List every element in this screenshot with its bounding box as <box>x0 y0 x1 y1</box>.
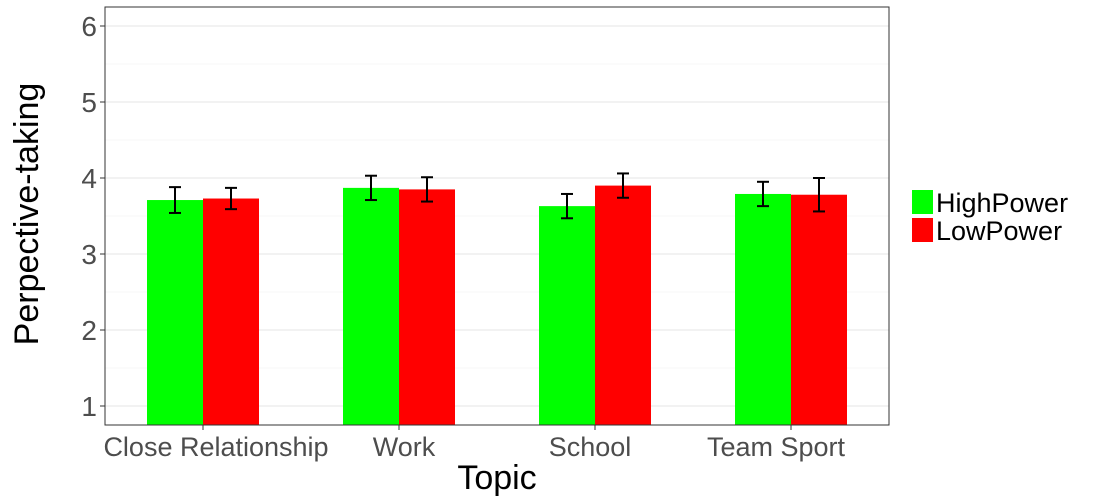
bar-lowpower <box>595 185 651 425</box>
bar-highpower <box>735 193 791 425</box>
y-tick-label: 6 <box>81 11 97 42</box>
error-bar <box>225 186 237 211</box>
error-bar <box>421 176 433 203</box>
x-axis-title: Topic <box>457 459 536 497</box>
x-tick-label: Close Relationship <box>103 432 328 462</box>
legend-swatch <box>912 190 933 214</box>
legend-item-highpower: HighPower <box>912 188 1068 218</box>
y-tick-label: 5 <box>81 87 97 118</box>
error-bar <box>169 186 181 214</box>
y-tick-label: 3 <box>81 239 97 270</box>
legend-item-lowpower: LowPower <box>912 216 1062 246</box>
y-axis-ticks: 1 2 3 4 5 6 <box>81 11 105 422</box>
y-tick-label: 1 <box>81 391 97 422</box>
x-tick-label: School <box>549 432 632 462</box>
error-bar <box>757 180 769 208</box>
bar-highpower <box>539 206 595 425</box>
bar-lowpower <box>791 194 847 425</box>
legend-label: LowPower <box>936 216 1062 246</box>
legend-label: HighPower <box>936 188 1068 218</box>
bar-highpower <box>147 200 203 425</box>
bar-highpower <box>343 187 399 425</box>
legend-swatch <box>912 218 933 242</box>
error-bars <box>169 172 825 220</box>
x-axis-ticks: Close Relationship Work School Team Sport <box>103 425 846 462</box>
error-bar <box>813 177 825 213</box>
bar-lowpower <box>203 198 259 425</box>
error-bar <box>365 174 377 202</box>
plot-panel-border <box>104 6 890 426</box>
y-tick-label: 4 <box>81 163 97 194</box>
error-bar <box>561 192 573 220</box>
x-tick-label: Team Sport <box>707 432 846 462</box>
y-axis-title: Perpective-taking <box>8 83 46 346</box>
y-tick-label: 2 <box>81 315 97 346</box>
bars <box>147 185 847 425</box>
x-tick-label: Work <box>373 432 436 462</box>
error-bar <box>617 172 629 199</box>
bar-lowpower <box>399 189 455 425</box>
